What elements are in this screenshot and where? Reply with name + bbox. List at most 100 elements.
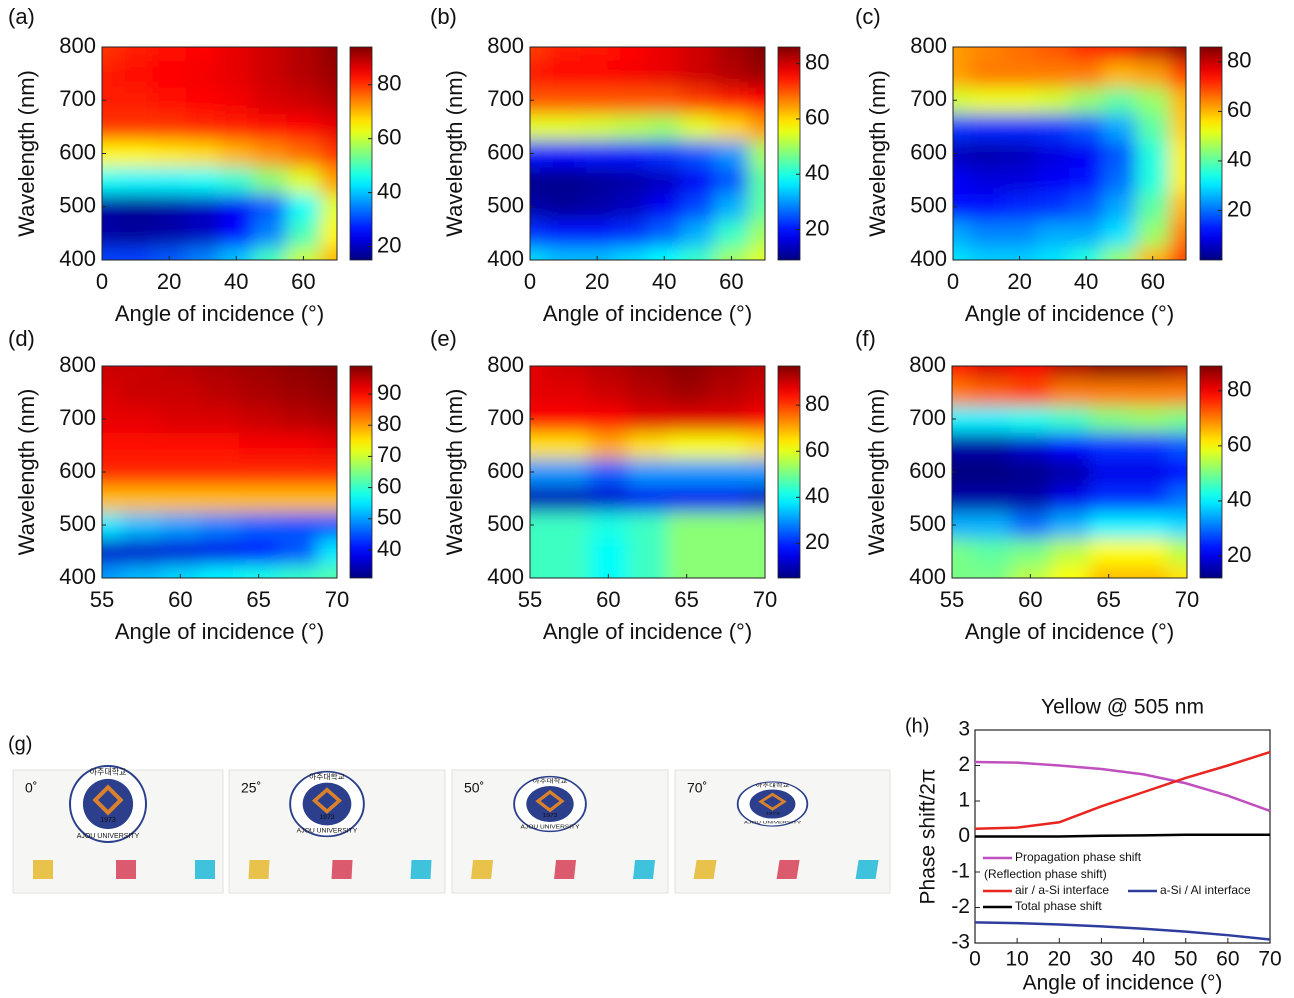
heat-cell — [952, 366, 973, 380]
heat-cell — [969, 86, 1004, 115]
heat-cell — [1136, 166, 1170, 194]
heat-cell — [1010, 405, 1051, 433]
x-tick-label: 20 — [1048, 948, 1071, 971]
heat-cell — [121, 511, 162, 539]
heat-cell — [1136, 86, 1170, 115]
colorbar — [777, 46, 801, 261]
heat-cell — [185, 140, 220, 168]
heat-cell — [613, 246, 648, 260]
heat-cell — [152, 193, 187, 221]
heat-cell — [714, 220, 749, 248]
heat-cell — [278, 564, 318, 578]
y-axis-title: Wavelength (nm) — [864, 389, 889, 556]
colorbar-tick-label: 80 — [1227, 48, 1251, 73]
heat-cell — [1049, 432, 1090, 460]
x-tick-label: 60 — [1140, 269, 1164, 294]
heat-cell — [1169, 140, 1186, 168]
y-tick-label: -1 — [951, 860, 970, 883]
color-sample — [554, 860, 577, 879]
heat-cell — [320, 86, 337, 115]
heat-cell — [681, 140, 716, 168]
heat-cell — [185, 86, 220, 115]
colorbar-tick-label: 40 — [377, 178, 401, 203]
color-sample — [693, 860, 717, 879]
colorbar-tick-label: 60 — [1227, 432, 1251, 457]
heat-cell — [121, 458, 162, 486]
panel-label: (f) — [855, 326, 876, 351]
heat-cell — [1128, 379, 1168, 407]
heat-cell — [530, 140, 548, 168]
heat-cell — [969, 60, 1004, 88]
heat-cell — [706, 564, 746, 578]
heat-cell — [1036, 220, 1070, 248]
x-tick-label: 40 — [1074, 269, 1098, 294]
colorbar-tick-label: 60 — [1227, 97, 1251, 122]
heat-cell — [102, 47, 120, 61]
logo-mark — [535, 789, 565, 813]
heat-cell — [530, 86, 548, 115]
heat-cell — [1010, 511, 1051, 539]
heat-cell — [549, 432, 590, 460]
color-sample — [633, 860, 656, 879]
heatmap-cells — [530, 366, 765, 578]
heat-cell — [530, 458, 551, 486]
heat-cell — [613, 113, 648, 141]
heat-cell — [1036, 113, 1070, 141]
heat-cell — [748, 47, 765, 61]
heat-cell — [667, 379, 707, 407]
heat-cell — [667, 511, 707, 539]
heat-cell — [627, 485, 668, 513]
logo-mark — [758, 792, 787, 811]
heat-cell — [253, 193, 288, 221]
heat-cell — [239, 511, 279, 539]
heat-cell — [546, 140, 581, 168]
heat-cell — [952, 538, 973, 566]
heat-cell — [160, 564, 201, 578]
heat-cell — [530, 366, 551, 380]
x-tick-label: 70 — [1175, 587, 1199, 612]
heat-cell — [627, 511, 668, 539]
x-tick-label: 40 — [224, 269, 248, 294]
heat-cell — [1169, 86, 1186, 115]
heat-cell — [185, 166, 220, 194]
heat-cell — [1102, 86, 1137, 115]
heat-cell — [1167, 432, 1187, 460]
heat-cell — [102, 60, 120, 88]
heat-cell — [1010, 458, 1051, 486]
heat-cell — [118, 60, 153, 88]
color-sample — [855, 860, 879, 879]
heat-cell — [627, 458, 668, 486]
x-axis-title: Angle of incidence (°) — [965, 301, 1174, 326]
heat-cell — [1010, 366, 1051, 380]
heat-cell — [185, 246, 220, 260]
y-tick-label: 600 — [909, 458, 946, 483]
heat-cell — [1089, 538, 1129, 566]
heat-cell — [748, 166, 765, 194]
heat-cell — [118, 47, 153, 61]
heat-cell — [121, 405, 162, 433]
heat-cell — [549, 379, 590, 407]
heat-cell — [667, 538, 707, 566]
y-axis-title: Wavelength (nm) — [442, 70, 467, 237]
heat-cell — [278, 405, 318, 433]
heat-cell — [953, 166, 971, 194]
heat-cell — [681, 166, 716, 194]
heat-cell — [102, 485, 123, 513]
heat-cell — [1128, 485, 1168, 513]
heat-cell — [613, 60, 648, 88]
logo-mark — [92, 784, 124, 816]
heat-cell — [1049, 564, 1090, 578]
heat-cell — [580, 246, 615, 260]
heat-cell — [102, 379, 123, 407]
y-tick-label: 500 — [59, 511, 96, 536]
heat-cell — [1036, 193, 1070, 221]
heat-cell — [239, 538, 279, 566]
y-tick-label: 700 — [909, 405, 946, 430]
heat-cell — [317, 458, 337, 486]
y-tick-label: 700 — [910, 86, 947, 111]
heat-cell — [1136, 246, 1170, 260]
heat-cell — [745, 458, 765, 486]
logo-korean: 아주대학교 — [756, 782, 790, 788]
heat-cell — [546, 47, 581, 61]
panel-label: (g) — [8, 733, 32, 755]
